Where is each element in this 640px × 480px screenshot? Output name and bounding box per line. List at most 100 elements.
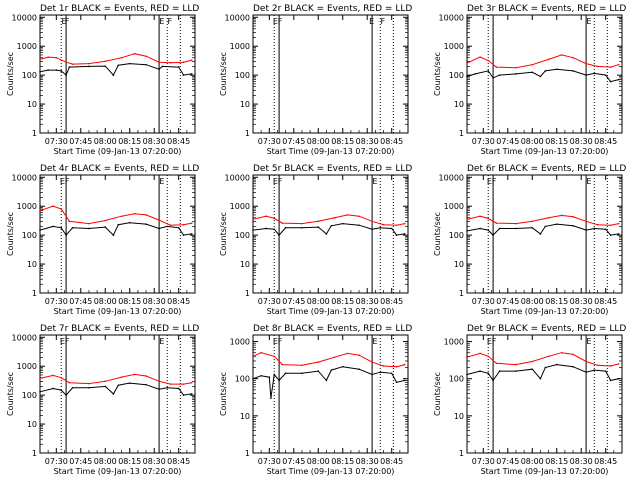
series-point-events bbox=[252, 377, 254, 380]
x-tick-label: 08:15 bbox=[118, 297, 141, 306]
series-point-events bbox=[498, 370, 501, 372]
series-point-events bbox=[487, 70, 490, 72]
series-point-events bbox=[395, 381, 398, 384]
x-tick-label: 08:30 bbox=[570, 457, 593, 466]
series-point-events bbox=[112, 234, 115, 236]
marker-label-e: E bbox=[61, 17, 66, 26]
series-point-lld bbox=[358, 215, 360, 218]
panel-title: Det 8r BLACK = Events, RED = LLD bbox=[253, 324, 412, 334]
series-point-events bbox=[585, 229, 587, 231]
marker-label-f: F bbox=[65, 337, 70, 346]
series-point-events bbox=[104, 385, 107, 388]
y-tick-label: 10000 bbox=[12, 173, 37, 182]
x-tick-label: 08:30 bbox=[143, 137, 166, 146]
marker-label-e: E bbox=[487, 177, 492, 186]
series-point-events bbox=[593, 72, 596, 75]
x-tick-label: 08:30 bbox=[356, 457, 379, 466]
x-tick-label: 08:45 bbox=[167, 297, 190, 306]
series-point-events bbox=[60, 389, 63, 391]
series-point-events bbox=[88, 227, 90, 230]
panel-title: Det 1r BLACK = Events, RED = LLD bbox=[40, 4, 199, 14]
series-point-lld bbox=[617, 363, 620, 365]
series-point-lld bbox=[333, 216, 336, 219]
series-point-events bbox=[390, 372, 393, 375]
series-point-events bbox=[65, 394, 67, 396]
x-tick-label: 08:45 bbox=[380, 297, 403, 306]
series-point-events bbox=[252, 229, 254, 231]
series-point-events bbox=[177, 387, 180, 390]
series-point-events bbox=[104, 65, 107, 67]
series-point-lld bbox=[395, 224, 398, 227]
series-point-events bbox=[177, 66, 180, 68]
x-tick-label: 08:30 bbox=[143, 297, 166, 306]
series-point-lld bbox=[182, 223, 185, 226]
series-point-lld bbox=[371, 361, 373, 363]
series-point-lld bbox=[120, 56, 123, 59]
series-point-events bbox=[593, 369, 596, 371]
x-tick-label: 08:15 bbox=[331, 297, 354, 306]
x-tick-label: 08:45 bbox=[380, 457, 403, 466]
series-point-lld bbox=[190, 381, 193, 384]
series-point-events bbox=[498, 74, 501, 76]
y-tick-label: 10 bbox=[27, 100, 37, 109]
x-tick-label: 08:15 bbox=[118, 137, 141, 146]
series-point-events bbox=[301, 226, 303, 229]
x-tick-label: 07:45 bbox=[282, 297, 305, 306]
series-point-events bbox=[585, 74, 587, 76]
y-tick-label: 10 bbox=[240, 412, 250, 421]
series-point-events bbox=[609, 379, 612, 382]
panel-8: Det 8r BLACK = Events, RED = LLD 1 10 100 10… bbox=[219, 324, 412, 476]
series-point-events bbox=[65, 74, 67, 76]
series-point-lld bbox=[495, 222, 498, 224]
series-point-lld bbox=[515, 363, 517, 366]
series-point-lld bbox=[169, 224, 172, 227]
marker-label-e: E bbox=[60, 177, 65, 186]
series-point-lld bbox=[515, 222, 517, 225]
series-point-events bbox=[466, 75, 468, 78]
y-axis-label: Counts/sec bbox=[219, 372, 228, 416]
y-tick-label: 100 bbox=[449, 231, 464, 240]
series-point-events bbox=[182, 234, 185, 236]
series-point-events bbox=[190, 393, 193, 395]
series-line-events bbox=[39, 222, 192, 236]
series-point-events bbox=[515, 73, 517, 75]
series-point-events bbox=[273, 373, 276, 376]
x-tick-label: 08:15 bbox=[545, 297, 568, 306]
x-tick-label: 07:45 bbox=[496, 297, 519, 306]
x-axis-label: Start Time (09-Jan-13 07:20:00) bbox=[481, 467, 609, 476]
y-tick-label: 100 bbox=[22, 231, 37, 240]
y-tick-label: 1000 bbox=[17, 202, 37, 211]
series-point-lld bbox=[466, 218, 468, 221]
series-point-events bbox=[65, 234, 67, 236]
series-line-events bbox=[466, 364, 619, 382]
y-axis-label: Counts/sec bbox=[219, 52, 228, 96]
x-axis-label: Start Time (09-Jan-13 07:20:00) bbox=[481, 147, 609, 156]
series-point-lld bbox=[609, 224, 612, 227]
series-point-lld bbox=[260, 351, 262, 354]
series-point-events bbox=[190, 233, 193, 235]
x-tick-label: 08:15 bbox=[545, 457, 568, 466]
series-point-lld bbox=[560, 214, 563, 217]
series-point-events bbox=[544, 225, 547, 228]
series-point-lld bbox=[133, 52, 136, 55]
series-point-events bbox=[539, 233, 542, 235]
marker-label-f: F bbox=[492, 337, 497, 346]
series-point-events bbox=[177, 226, 180, 229]
series-point-lld bbox=[572, 56, 574, 59]
y-tick-label: 100 bbox=[235, 71, 250, 80]
panel-1: Det 1r BLACK = Events, RED = LLD 1 10 100 10… bbox=[6, 4, 199, 156]
series-point-events bbox=[379, 226, 382, 229]
series-point-events bbox=[39, 391, 41, 393]
plot-frame bbox=[252, 174, 409, 294]
y-axis-label: Counts/sec bbox=[6, 52, 15, 96]
series-point-events bbox=[161, 65, 164, 68]
series-point-lld bbox=[371, 220, 373, 223]
series-point-lld bbox=[182, 61, 185, 64]
series-point-lld bbox=[531, 63, 534, 66]
series-point-lld bbox=[358, 354, 360, 356]
series-point-lld bbox=[572, 216, 574, 218]
series-point-events bbox=[604, 228, 607, 231]
series-point-events bbox=[128, 382, 131, 384]
x-tick-label: 07:30 bbox=[472, 297, 495, 306]
marker-label-f: F bbox=[65, 177, 70, 186]
